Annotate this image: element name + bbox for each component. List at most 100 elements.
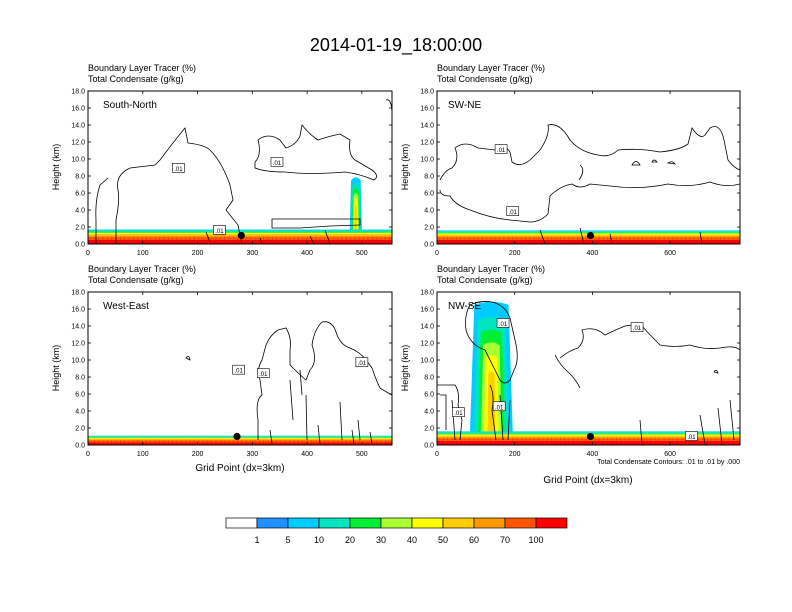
convective-column bbox=[487, 371, 496, 432]
y-tick-label: 6.0 bbox=[424, 191, 434, 198]
contour-label: .01 bbox=[174, 167, 183, 173]
tracer-band bbox=[88, 230, 392, 232]
tracer-band bbox=[437, 440, 740, 445]
y-tick-label: 10.0 bbox=[420, 157, 434, 164]
tracer-band bbox=[88, 439, 392, 441]
colorbar-swatch bbox=[380, 517, 413, 529]
tracer-band bbox=[88, 442, 392, 445]
tracer-band bbox=[437, 237, 740, 240]
y-tick-label: 2.0 bbox=[424, 225, 434, 232]
y-tick-label: 18.0 bbox=[420, 290, 434, 297]
colorbar-label: 20 bbox=[345, 535, 355, 545]
panel-header-line1: Boundary Layer Tracer (%) bbox=[88, 63, 196, 73]
tracer-band bbox=[437, 438, 740, 441]
plot-frame bbox=[87, 291, 393, 446]
y-tick-label: 8.0 bbox=[75, 174, 85, 181]
contour-label-box bbox=[232, 364, 245, 375]
y-axis-label: Height (km) bbox=[400, 345, 410, 392]
colorbar-label: 40 bbox=[407, 535, 417, 545]
contour-label-box bbox=[213, 225, 226, 235]
plot-frame bbox=[87, 90, 393, 245]
y-tick-label: 16.0 bbox=[420, 307, 434, 314]
colorbar-swatch bbox=[473, 517, 506, 529]
y-tick-label: 0.0 bbox=[75, 443, 85, 450]
panel-header-line2: Total Condensate (g/kg) bbox=[437, 275, 533, 285]
y-tick-label: 18.0 bbox=[420, 89, 434, 96]
contour-labels: .01 .01 bbox=[494, 144, 520, 216]
y-tick-label: 2.0 bbox=[424, 426, 434, 433]
axes: 0 200 400 600 0.0 2.0 4.0 6.0 8.0 10.0 12.0 14.0 16.… bbox=[420, 290, 740, 458]
y-tick-label: 0.0 bbox=[424, 443, 434, 450]
x-tick-label: 100 bbox=[137, 451, 149, 458]
plot-frame bbox=[436, 291, 741, 446]
boundary-layer-tracer-field bbox=[437, 301, 740, 445]
y-tick-label: 14.0 bbox=[71, 123, 85, 130]
panel-header-line1: Boundary Layer Tracer (%) bbox=[437, 264, 545, 274]
contour-label-box bbox=[492, 401, 506, 412]
tracer-band bbox=[88, 440, 392, 443]
colorbar-label: 70 bbox=[500, 535, 510, 545]
y-tick-label: 6.0 bbox=[75, 191, 85, 198]
panel-south-north: Boundary Layer Tracer (%) Total Condensa… bbox=[51, 63, 393, 257]
axes: 0 100 200 300 400 500 0.0 2.0 4.0 6.0 8.0 10.0 12.0 1… bbox=[71, 89, 392, 257]
panel-nw-se: Boundary Layer Tracer (%) Total Condensa… bbox=[400, 264, 741, 486]
y-tick-label: 6.0 bbox=[424, 392, 434, 399]
panel-header-line2: Total Condensate (g/kg) bbox=[437, 74, 533, 84]
tracer-band bbox=[437, 231, 740, 233]
contour-label: .01 bbox=[633, 326, 642, 332]
contour-label: .01 bbox=[273, 161, 282, 167]
colorbar-swatch bbox=[349, 517, 382, 529]
colorbar-swatch bbox=[411, 517, 444, 529]
contour-label-box bbox=[270, 157, 284, 167]
colorbar-swatch bbox=[256, 517, 289, 529]
panel-sw-ne: Boundary Layer Tracer (%) Total Condensa… bbox=[400, 63, 741, 257]
colorbar-label: 30 bbox=[376, 535, 386, 545]
y-tick-label: 18.0 bbox=[71, 290, 85, 297]
location-marker bbox=[586, 231, 595, 240]
contour-label: .01 bbox=[497, 148, 506, 154]
colorbar-label: 60 bbox=[469, 535, 479, 545]
colorbar-swatch bbox=[442, 517, 475, 529]
location-marker bbox=[237, 231, 245, 240]
panel-label: South-North bbox=[103, 100, 157, 111]
x-tick-label: 600 bbox=[664, 250, 676, 257]
x-tick-label: 500 bbox=[356, 451, 368, 458]
axes: 0 200 400 600 0.0 2.0 4.0 6.0 8.0 10.0 12.0 14.0 16.… bbox=[420, 89, 740, 257]
contour-label-box bbox=[452, 407, 465, 418]
x-tick-label: 0 bbox=[86, 250, 90, 257]
axes: 0 100 200 300 400 500 0.0 2.0 4.0 6.0 8.0 10.0 12.0 1… bbox=[71, 290, 392, 458]
location-marker bbox=[586, 432, 595, 441]
panel-label: West-East bbox=[103, 301, 149, 312]
y-tick-label: 14.0 bbox=[420, 324, 434, 331]
x-tick-label: 300 bbox=[246, 250, 258, 257]
y-tick-label: 4.0 bbox=[75, 409, 85, 416]
tracer-band bbox=[437, 230, 740, 232]
contour-label-box bbox=[496, 318, 510, 328]
colorbar-label: 5 bbox=[285, 535, 290, 545]
y-tick-label: 6.0 bbox=[75, 392, 85, 399]
contour-label: .01 bbox=[215, 229, 224, 235]
contour-label: .01 bbox=[687, 435, 696, 441]
x-tick-label: 200 bbox=[192, 451, 204, 458]
x-tick-label: 300 bbox=[246, 451, 258, 458]
contour-label-box bbox=[494, 144, 508, 154]
x-axis-label: Grid Point (dx=3km) bbox=[195, 463, 284, 474]
colorbar: 1 5 10 20 30 40 50 60 70 100 bbox=[225, 517, 568, 545]
y-tick-label: 4.0 bbox=[424, 208, 434, 215]
colorbar-swatch bbox=[225, 517, 258, 529]
contour-label: .01 bbox=[499, 322, 508, 328]
y-tick-label: 12.0 bbox=[420, 140, 434, 147]
y-tick-label: 10.0 bbox=[71, 358, 85, 365]
colorbar-swatch bbox=[318, 517, 351, 529]
x-tick-label: 400 bbox=[587, 451, 599, 458]
panel-west-east: Boundary Layer Tracer (%) Total Condensa… bbox=[51, 264, 393, 474]
tracer-band bbox=[88, 239, 392, 244]
tracer-band bbox=[437, 431, 740, 433]
y-tick-label: 10.0 bbox=[71, 157, 85, 164]
tracer-band bbox=[88, 229, 392, 231]
y-tick-label: 8.0 bbox=[424, 375, 434, 382]
colorbar-swatch bbox=[504, 517, 537, 529]
y-tick-label: 0.0 bbox=[75, 242, 85, 249]
x-tick-label: 200 bbox=[509, 250, 521, 257]
